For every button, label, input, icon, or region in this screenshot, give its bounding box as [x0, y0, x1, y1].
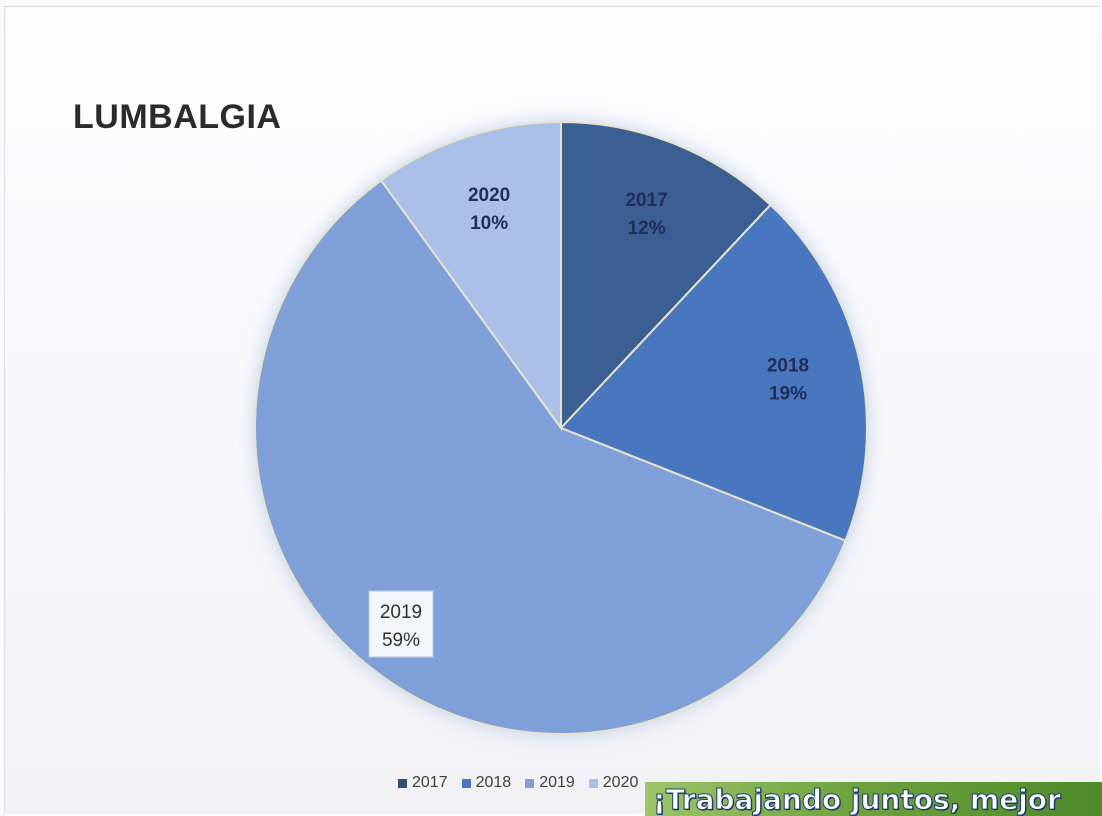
pie-label-value: 10% [470, 213, 508, 234]
pie-label-value: 12% [628, 218, 666, 239]
pie-label-value: 59% [382, 630, 420, 651]
legend-swatch [588, 778, 598, 788]
legend: 2017 2018 2019 2020 [398, 774, 652, 792]
legend-item-2018: 2018 [461, 774, 512, 792]
legend-swatch [398, 778, 407, 788]
pie-label-2018: 2018 19% [767, 355, 809, 404]
legend-item-2017: 2017 [398, 774, 448, 792]
pie-label-value: 19% [769, 383, 807, 404]
legend-label: 2018 [475, 774, 512, 791]
pie-label-2017: 2017 12% [625, 190, 667, 239]
legend-label: 2017 [412, 774, 448, 791]
legend-label: 2019 [539, 774, 575, 791]
chart-title: LUMBALGIA [73, 98, 282, 136]
legend-label: 2020 [602, 774, 639, 791]
pie-label-2019: 2019 59% [368, 590, 434, 658]
pie-label-category: 2017 [625, 190, 667, 211]
pie-label-category: 2019 [380, 602, 422, 623]
pie-label-category: 2018 [767, 355, 809, 376]
pie-slice-2018 [559, 203, 868, 542]
pie-label-box [368, 590, 434, 658]
footer-banner: ¡Trabajando juntos, mejor [645, 782, 1102, 816]
pie-slice-2017 [560, 120, 772, 431]
footer-slogan: ¡Trabajando juntos, mejor [653, 783, 1062, 816]
legend-swatch [525, 778, 535, 788]
legend-swatch [461, 778, 471, 788]
legend-item-2019: 2019 [525, 774, 575, 792]
pie-label-category: 2020 [468, 185, 510, 206]
pie-slice-2020 [379, 120, 562, 432]
legend-item-2020: 2020 [588, 774, 639, 792]
pie-label-2020: 2020 10% [468, 185, 510, 234]
